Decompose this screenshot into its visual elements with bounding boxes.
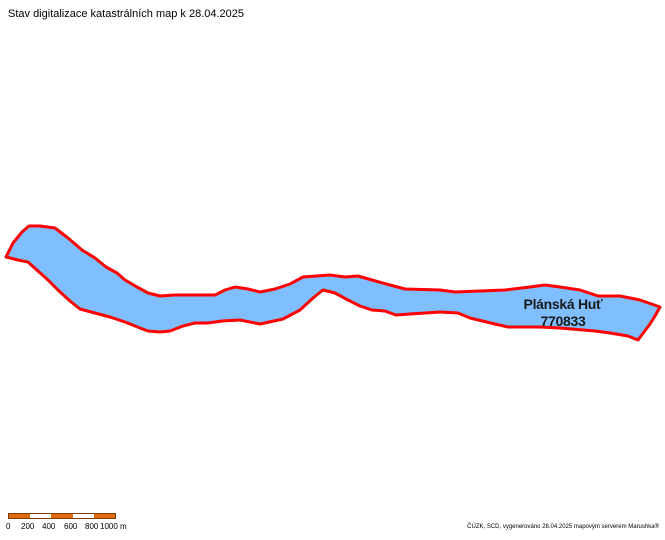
scale-label-200: 200 — [21, 522, 35, 531]
parcel-code: 770833 — [540, 313, 586, 329]
parcel-name: Plánská Huť — [523, 296, 603, 312]
attribution-text: ČÚZK, SCD, vygenerováno 28.04.2025 mapov… — [467, 524, 659, 530]
scale-segment-1 — [9, 514, 31, 518]
scale-bar — [8, 513, 116, 519]
scale-label-800: 800 — [85, 522, 99, 531]
scale-label-400: 400 — [42, 522, 56, 531]
scale-segment-2 — [30, 514, 52, 518]
map-title: Stav digitalizace katastrálních map k 28… — [8, 8, 245, 20]
scale-label-0: 0 — [6, 522, 11, 531]
scale-segment-4 — [72, 514, 94, 518]
scale-segment-5 — [93, 514, 116, 518]
scale-label-600: 600 — [64, 522, 78, 531]
parcel-label: Plánská Huť 770833 — [508, 296, 618, 330]
scale-label-1000: 1000 m — [100, 522, 127, 531]
cadastral-area-shape[interactable] — [4, 224, 662, 342]
scale-segment-3 — [51, 514, 73, 518]
